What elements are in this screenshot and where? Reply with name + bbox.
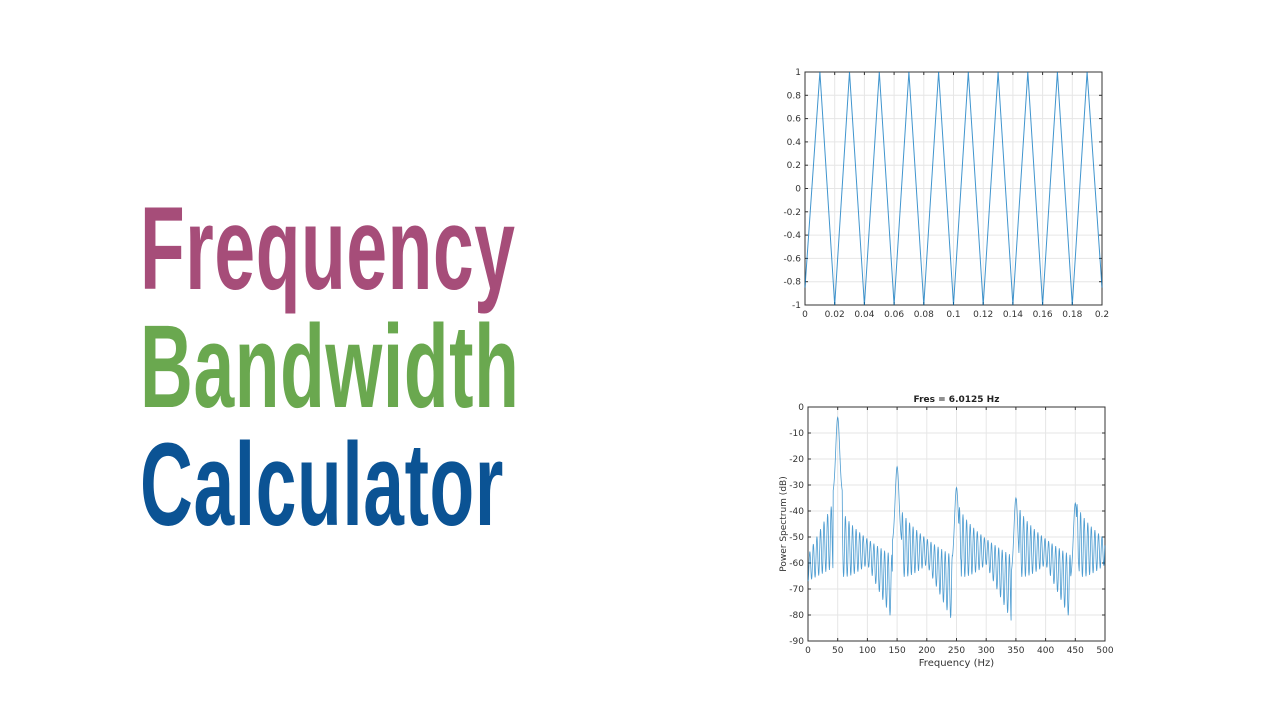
x-tick-label: 0.18 <box>1062 310 1082 320</box>
y-tick-label: 0.8 <box>787 91 802 101</box>
x-tick-label: 0.1 <box>946 310 960 320</box>
y-tick-label: 0.6 <box>787 115 802 125</box>
x-tick-label: 0.08 <box>914 310 934 320</box>
y-axis-label: Power Spectrum (dB) <box>779 476 789 571</box>
y-tick-label: -20 <box>789 455 804 465</box>
x-tick-label: 250 <box>948 646 965 656</box>
title-block: Frequency Bandwidth Calculator <box>140 190 752 544</box>
series-line-power-spectrum <box>807 416 1106 621</box>
x-tick-label: 350 <box>1007 646 1024 656</box>
series-line-triangle-wave <box>804 71 1103 306</box>
y-tick-label: -0.2 <box>783 208 801 218</box>
y-tick-label: 0.2 <box>787 161 801 171</box>
y-tick-label: -0.8 <box>783 278 801 288</box>
title-line-calculator: Calculator <box>140 419 504 551</box>
x-tick-label: 400 <box>1037 646 1054 656</box>
y-tick-label: 0 <box>798 403 804 413</box>
y-tick-label: 1 <box>795 68 801 78</box>
y-tick-label: -10 <box>789 429 804 439</box>
y-tick-label: -0.4 <box>783 231 801 241</box>
x-axis-label: Frequency (Hz) <box>919 658 995 669</box>
y-tick-label: -70 <box>789 585 804 595</box>
y-tick-label: 0.4 <box>787 138 802 148</box>
y-tick-label: -60 <box>789 559 804 569</box>
y-tick-label: -30 <box>789 481 804 491</box>
x-tick-label: 0.12 <box>973 310 993 320</box>
x-tick-label: 0 <box>805 646 811 656</box>
y-tick-label: -40 <box>789 507 804 517</box>
y-tick-label: 0 <box>795 185 801 195</box>
y-tick-label: -80 <box>789 611 804 621</box>
power-spectrum-plot: 0 50 100 150 200 250 300 350 400 450 500 -90 -80 -70 -… <box>779 395 1114 669</box>
triangle-wave-plot: 0 0.02 0.04 0.06 0.08 0.1 0.12 0.14 0.16 0.18 0.2 -… <box>783 68 1109 320</box>
chart-title: Fres = 6.0125 Hz <box>914 395 1000 405</box>
x-tick-label: 450 <box>1067 646 1084 656</box>
y-tick-label: -90 <box>789 637 804 647</box>
x-tick-label: 150 <box>889 646 906 656</box>
title-line-frequency: Frequency <box>140 183 516 315</box>
y-tick-label: -0.6 <box>783 254 801 264</box>
x-tick-label: 0.14 <box>1003 310 1023 320</box>
x-tick-label: 300 <box>978 646 995 656</box>
x-tick-label: 0.02 <box>825 310 845 320</box>
x-tick-label: 0.2 <box>1095 310 1109 320</box>
x-tick-label: 50 <box>832 646 844 656</box>
x-tick-label: 0.16 <box>1033 310 1053 320</box>
y-tick-label: -1 <box>792 301 801 311</box>
x-tick-label: 0 <box>802 310 808 320</box>
x-tick-label: 200 <box>918 646 935 656</box>
x-tick-label: 0.06 <box>884 310 904 320</box>
x-tick-label: 100 <box>859 646 876 656</box>
x-tick-label: 500 <box>1096 646 1113 656</box>
x-tick-label: 0.04 <box>854 310 874 320</box>
y-tick-label: -50 <box>789 533 804 543</box>
title-line-bandwidth: Bandwidth <box>140 301 520 433</box>
